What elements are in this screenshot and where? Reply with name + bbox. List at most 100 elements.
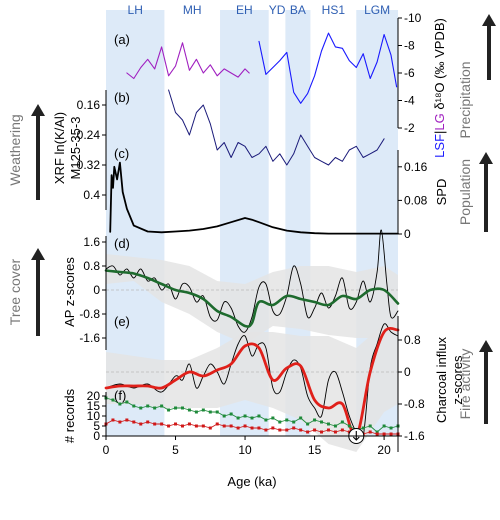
series-records-red-point-33 <box>333 430 337 434</box>
d18o-axis-title: LSF|LG δ¹⁸O (‰ VPDB) <box>432 18 447 158</box>
series-records-green-point-3 <box>125 400 129 404</box>
y-tick-label-b-3: 0.4 <box>83 188 100 202</box>
series-records-red-point-39 <box>375 432 379 436</box>
series-records-green-point-13 <box>194 410 198 414</box>
panel-label-e: (e) <box>114 314 130 329</box>
y-tick-label-c-1: 0.08 <box>404 193 428 207</box>
series-records-green-point-26 <box>285 418 289 422</box>
chart-axes <box>31 14 496 452</box>
series-records-green-point-27 <box>292 420 296 424</box>
series-records-green-point-41 <box>389 426 393 430</box>
d18o-title-sep: | <box>432 131 447 134</box>
ap-axis-title: AP z-scores <box>62 257 77 327</box>
period-label-hs1: HS1 <box>322 3 346 17</box>
y-tick-label-e-1: 0 <box>404 365 411 379</box>
series-records-red-point-18 <box>229 424 233 428</box>
series-records-green-point-28 <box>299 416 303 420</box>
series-records-green-point-10 <box>174 406 178 410</box>
series-records-green-point-37 <box>361 426 365 430</box>
series-records-red-point-30 <box>313 428 317 432</box>
series-records-red-point-27 <box>292 426 296 430</box>
series-records-green-point-29 <box>306 422 310 426</box>
period-label-eh: EH <box>236 3 253 17</box>
series-records-green-point-40 <box>382 424 386 428</box>
series-records-green-point-2 <box>118 402 122 406</box>
precipitation-label: Precipitation <box>457 61 473 138</box>
series-records-green-point-7 <box>153 406 157 410</box>
y-tick-label-c-0: 0 <box>404 227 411 241</box>
y-tick-label-f-1: 5 <box>93 419 100 433</box>
series-records-red-point-13 <box>194 424 198 428</box>
x-tick-label-0: 0 <box>103 443 110 457</box>
population-arrow-icon <box>479 152 493 164</box>
series-records-red-point-4 <box>132 420 136 424</box>
series-records-red-point-5 <box>139 422 143 426</box>
y-tick-label-b-0: 0.16 <box>77 98 101 112</box>
series-records-green-point-19 <box>236 416 240 420</box>
tree-cover-arrow-icon <box>31 248 45 260</box>
series-records-green-point-31 <box>320 420 324 424</box>
y-tick-label-e-3: -1.6 <box>404 429 425 443</box>
fire-activity-arrow-icon <box>479 340 493 352</box>
x-axis-title: Age (ka) <box>227 474 276 489</box>
series-records-red-point-7 <box>153 422 157 426</box>
series-records-green-point-30 <box>313 418 317 422</box>
series-records-red-point-2 <box>118 420 122 424</box>
series-records-red-point-29 <box>306 430 310 434</box>
y-tick-label-a-2: -6 <box>404 66 415 80</box>
period-label-mh: MH <box>183 3 202 17</box>
series-records-red-point-3 <box>125 418 129 422</box>
fire-activity-label: Fire activity <box>457 349 473 420</box>
series-records-red-point-11 <box>180 424 184 428</box>
series-records-green-point-35 <box>347 424 351 428</box>
series-records-green-point-34 <box>340 420 344 424</box>
series-records-red-point-16 <box>215 422 219 426</box>
series-records-red-point-12 <box>187 422 191 426</box>
series-records-red-point-1 <box>111 418 115 422</box>
series-records-red-point-31 <box>320 430 324 434</box>
y-tick-label-d-1: 0.8 <box>83 259 100 273</box>
charcoal-axis-title-line1: Charcoal influx <box>434 337 449 423</box>
series-lg <box>126 42 250 80</box>
d18o-title-lg: LG <box>432 113 447 130</box>
x-tick-label-3: 15 <box>308 443 322 457</box>
panel-label-f: (f) <box>114 388 126 403</box>
series-records-green-point-22 <box>257 414 261 418</box>
series-records-red-point-38 <box>368 430 372 434</box>
series-records-red-point-20 <box>243 424 247 428</box>
series-records-green-point-24 <box>271 416 275 420</box>
weathering-arrow-icon <box>31 104 45 116</box>
series-records-red-point-14 <box>201 424 205 428</box>
series-records-red-point-9 <box>167 424 171 428</box>
series-records-green-point-11 <box>180 406 184 410</box>
series-records-red-point-17 <box>222 424 226 428</box>
period-label-ba: BA <box>290 3 306 17</box>
d18o-title-rest: δ¹⁸O (‰ VPDB) <box>432 18 447 113</box>
panel-label-c: (c) <box>114 146 129 161</box>
y-tick-label-f-2: 10 <box>87 409 101 423</box>
series-records-green-point-38 <box>368 424 372 428</box>
y-tick-label-c-2: 0.16 <box>404 160 428 174</box>
spd-axis-title: SPD <box>434 179 449 206</box>
series-charcoal-smooth <box>104 326 400 438</box>
series-records-green-point-6 <box>146 404 150 408</box>
series-records-red-point-24 <box>271 426 275 430</box>
x-tick-label-2: 10 <box>238 443 252 457</box>
chart-marks <box>104 32 400 452</box>
series-records-green-point-8 <box>160 404 164 408</box>
series-records-green-point-21 <box>250 416 254 420</box>
population-label: Population <box>457 159 473 225</box>
xrf-axis-title-line1: XRF ln(K/Al) <box>52 112 67 184</box>
envelope-d <box>106 254 398 344</box>
weathering-label: Weathering <box>7 114 23 185</box>
chart-texts: LH MH EH YD BA HS1 LGM (a) (b) (c) (d) (e) (f) -10 -8 -… <box>7 3 473 489</box>
series-records-green-point-1 <box>111 398 115 402</box>
series-records-red-point-6 <box>146 420 150 424</box>
d18o-title-lsf: LSF <box>432 134 447 158</box>
series-records-green-point-4 <box>132 404 136 408</box>
y-tick-label-f-0: 0 <box>93 429 100 443</box>
y-tick-label-f-3: 15 <box>87 399 101 413</box>
series-records-red-point-22 <box>257 426 261 430</box>
records-axis-title: # records <box>62 388 77 443</box>
